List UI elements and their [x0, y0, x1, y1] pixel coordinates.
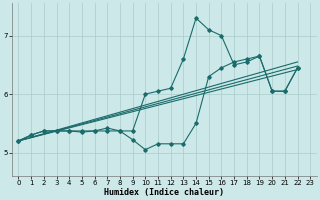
X-axis label: Humidex (Indice chaleur): Humidex (Indice chaleur) [104, 188, 224, 197]
